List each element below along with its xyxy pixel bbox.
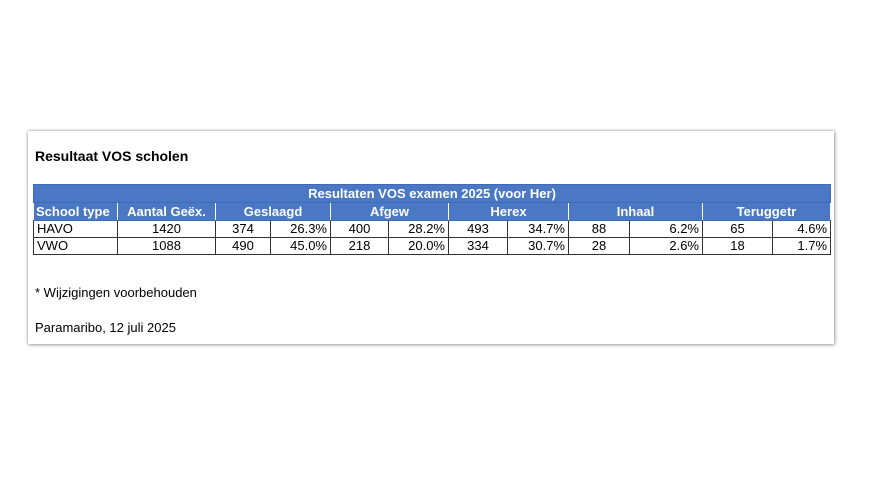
cell-teruggetr-n: 65 [702, 220, 773, 238]
cell-teruggetr-p: 4.6% [771, 220, 832, 238]
header-teruggetr: Teruggetr [701, 202, 832, 221]
table-header-row: School type Aantal Geëx. Geslaagd Afgew … [33, 202, 832, 221]
table-banner-row: Resultaten VOS examen 2025 (voor Her) [32, 184, 832, 203]
table-row: VWO 1088 490 45.0% 218 20.0% 334 30.7% 2… [33, 237, 832, 255]
header-geslaagd: Geslaagd [215, 202, 331, 221]
cell-herex-p: 30.7% [507, 237, 569, 255]
header-aantal: Aantal Geëx. [117, 202, 216, 221]
cell-teruggetr-p: 1.7% [771, 237, 832, 255]
cell-herex-n: 493 [448, 220, 508, 238]
table-row: HAVO 1420 374 26.3% 400 28.2% 493 34.7% … [33, 220, 832, 238]
document-title: Resultaat VOS scholen [35, 148, 189, 164]
cell-teruggetr-n: 18 [702, 237, 773, 255]
cell-school-type: HAVO [33, 220, 118, 238]
cell-school-type: VWO [33, 237, 118, 255]
cell-aantal: 1420 [117, 220, 216, 238]
cell-inhaal-n: 28 [568, 237, 630, 255]
cell-herex-p: 34.7% [507, 220, 569, 238]
cell-inhaal-p: 2.6% [629, 237, 703, 255]
cell-herex-n: 334 [448, 237, 508, 255]
cell-afgew-n: 218 [330, 237, 389, 255]
document-card: Resultaat VOS scholen Resultaten VOS exa… [28, 131, 834, 344]
header-school-type: School type [33, 202, 118, 221]
cell-inhaal-p: 6.2% [629, 220, 703, 238]
cell-geslaagd-p: 26.3% [270, 220, 331, 238]
cell-geslaagd-n: 374 [215, 220, 271, 238]
date-line: Paramaribo, 12 juli 2025 [35, 320, 176, 335]
header-inhaal: Inhaal [568, 202, 703, 221]
cell-geslaagd-p: 45.0% [270, 237, 331, 255]
cell-afgew-p: 20.0% [388, 237, 449, 255]
results-table: Resultaten VOS examen 2025 (voor Her) Sc… [32, 184, 832, 255]
table-banner: Resultaten VOS examen 2025 (voor Her) [32, 184, 832, 203]
cell-geslaagd-n: 490 [215, 237, 271, 255]
cell-aantal: 1088 [117, 237, 216, 255]
cell-afgew-p: 28.2% [388, 220, 449, 238]
cell-inhaal-n: 88 [568, 220, 630, 238]
disclaimer-note: * Wijzigingen voorbehouden [35, 285, 197, 300]
cell-afgew-n: 400 [330, 220, 389, 238]
header-herex: Herex [448, 202, 569, 221]
header-afgew: Afgew [330, 202, 449, 221]
